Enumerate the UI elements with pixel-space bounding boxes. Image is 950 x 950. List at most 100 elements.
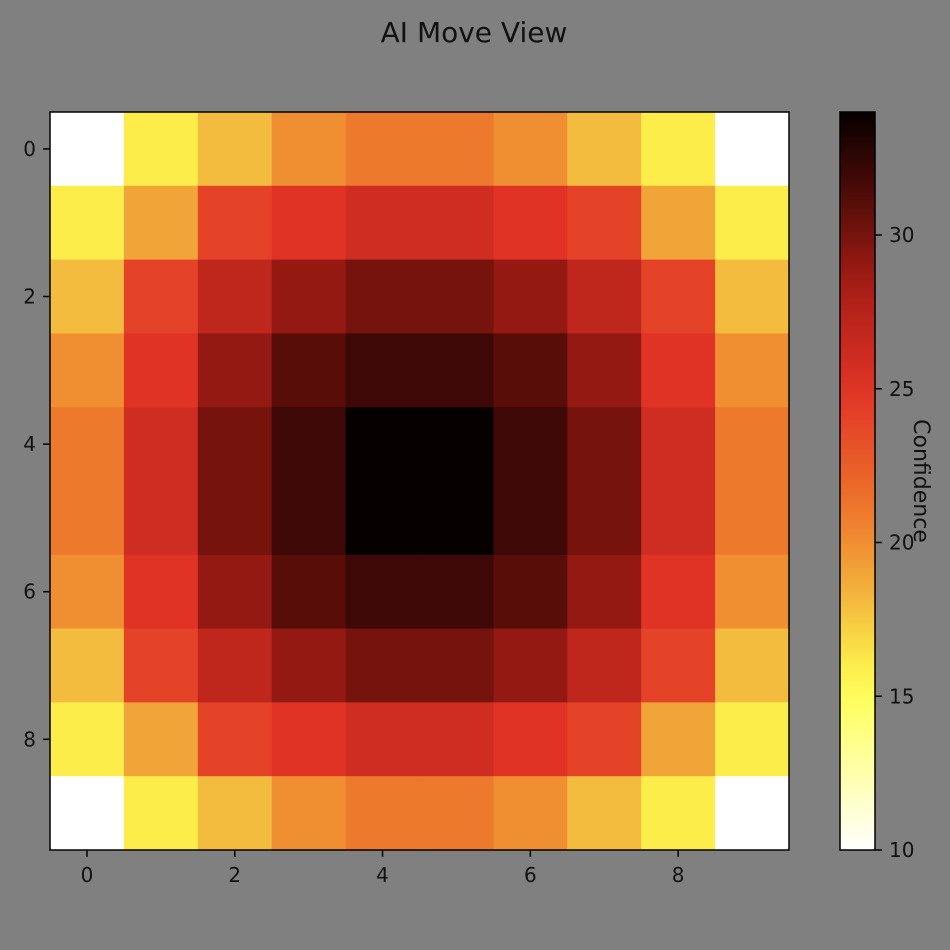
heatmap-cell-r5-c2 [197, 481, 273, 556]
heatmap-cell-r8-c0 [50, 702, 125, 777]
heatmap-cell-r6-c2 [197, 554, 273, 630]
heatmap-cell-r8-c2 [197, 702, 273, 777]
heatmap-cell-r1-c1 [123, 185, 199, 261]
heatmap-cell-r0-c9 [715, 112, 790, 187]
heatmap-cell-r9-c3 [271, 776, 347, 851]
chart-title: AI Move View [381, 16, 568, 49]
heatmap-cell-r2-c9 [715, 259, 790, 334]
heatmap-cell-r6-c8 [641, 554, 716, 630]
x-tick-label: 6 [524, 863, 537, 887]
heatmap-cell-r3-c5 [419, 333, 494, 408]
heatmap-cell-r5-c6 [493, 481, 568, 556]
heatmap-cell-r5-c4 [345, 481, 421, 556]
heatmap-cell-r3-c2 [197, 333, 273, 408]
y-axis: 0 2 4 6 8 [23, 137, 50, 751]
heatmap-cell-r4-c7 [567, 407, 642, 482]
heatmap-cell-r3-c0 [50, 333, 125, 408]
heatmap-cell-r8-c5 [419, 702, 494, 777]
heatmap-cell-r0-c2 [197, 112, 273, 187]
heatmap-cell-r9-c6 [493, 776, 568, 851]
heatmap-cell-r2-c4 [345, 259, 421, 334]
heatmap-cell-r1-c2 [197, 185, 273, 261]
colorbar-tick-label: 30 [889, 223, 914, 247]
heatmap-cell-r2-c5 [419, 259, 494, 334]
heatmap-cell-r6-c7 [567, 554, 642, 630]
y-tick-label: 4 [23, 432, 36, 456]
heatmap-cell-r4-c8 [641, 407, 716, 482]
heatmap-cell-r1-c4 [345, 185, 421, 261]
heatmap-cell-r0-c4 [345, 112, 421, 187]
heatmap-cell-r5-c0 [50, 481, 125, 556]
heatmap-cell-r7-c2 [197, 628, 273, 703]
heatmap-cell-r0-c3 [271, 112, 347, 187]
heatmap-cell-r7-c8 [641, 628, 716, 703]
colorbar-tick-label: 10 [889, 838, 914, 862]
colorbar-tick-label: 15 [889, 684, 914, 708]
heatmap-cell-r3-c9 [715, 333, 790, 408]
heatmap-cell-r7-c9 [715, 628, 790, 703]
heatmap-cell-r9-c2 [197, 776, 273, 851]
heatmap-cell-r5-c5 [419, 481, 494, 556]
colorbar-label: Confidence [908, 419, 933, 543]
heatmap-cell-r3-c4 [345, 333, 421, 408]
heatmap-cell-r9-c5 [419, 776, 494, 851]
x-tick-label: 0 [81, 863, 94, 887]
heatmap-cell-r6-c0 [50, 554, 125, 630]
heatmap-cell-r1-c0 [50, 185, 125, 261]
heatmap-cells [50, 112, 790, 851]
heatmap-cell-r4-c2 [197, 407, 273, 482]
heatmap-cell-r4-c1 [123, 407, 199, 482]
heatmap-cell-r9-c1 [123, 776, 199, 851]
heatmap-cell-r1-c7 [567, 185, 642, 261]
heatmap-cell-r0-c0 [50, 112, 125, 187]
heatmap-cell-r7-c6 [493, 628, 568, 703]
heatmap-cell-r0-c8 [641, 112, 716, 187]
heatmap-cell-r4-c5 [419, 407, 494, 482]
heatmap-cell-r0-c5 [419, 112, 494, 187]
colorbar-axis: 10 15 20 25 30 [875, 223, 914, 862]
heatmap-cell-r1-c8 [641, 185, 716, 261]
y-tick-label: 8 [23, 727, 36, 751]
colorbar-tick-label: 25 [889, 377, 914, 401]
x-tick-label: 4 [376, 863, 389, 887]
heatmap-cell-r9-c7 [567, 776, 642, 851]
y-tick-label: 6 [23, 580, 36, 604]
heatmap-cell-r3-c1 [123, 333, 199, 408]
heatmap-cell-r7-c1 [123, 628, 199, 703]
colorbar-tick-label: 20 [889, 531, 914, 555]
heatmap-cell-r6-c4 [345, 554, 421, 630]
x-tick-label: 8 [672, 863, 685, 887]
heatmap-cell-r3-c7 [567, 333, 642, 408]
y-tick-label: 0 [23, 137, 36, 161]
x-tick-label: 2 [228, 863, 241, 887]
heatmap-cell-r9-c9 [715, 776, 790, 851]
heatmap-cell-r8-c8 [641, 702, 716, 777]
heatmap-cell-r2-c1 [123, 259, 199, 334]
heatmap-cell-r1-c5 [419, 185, 494, 261]
heatmap-cell-r9-c4 [345, 776, 421, 851]
heatmap-cell-r3-c6 [493, 333, 568, 408]
heatmap-cell-r1-c3 [271, 185, 347, 261]
heatmap-cell-r1-c9 [715, 185, 790, 261]
heatmap-cell-r5-c9 [715, 481, 790, 556]
plot-frame [49, 111, 790, 851]
heatmap-cell-r6-c6 [493, 554, 568, 630]
heatmap-cell-r7-c7 [567, 628, 642, 703]
heatmap-cell-r5-c1 [123, 481, 199, 556]
heatmap-cell-r2-c2 [197, 259, 273, 334]
heatmap-cell-r4-c6 [493, 407, 568, 482]
heatmap-cell-r2-c7 [567, 259, 642, 334]
heatmap-cell-r5-c3 [271, 481, 347, 556]
heatmap-cell-r3-c8 [641, 333, 716, 408]
heatmap-cell-r7-c3 [271, 628, 347, 703]
heatmap-cell-r7-c0 [50, 628, 125, 703]
heatmap-cell-r6-c1 [123, 554, 199, 630]
heatmap-cell-r6-c3 [271, 554, 347, 630]
heatmap-cell-r7-c4 [345, 628, 421, 703]
heatmap-cell-r0-c1 [123, 112, 199, 187]
heatmap-cell-r7-c5 [419, 628, 494, 703]
heatmap-cell-r0-c7 [567, 112, 642, 187]
heatmap-cell-r8-c1 [123, 702, 199, 777]
heatmap-cell-r6-c5 [419, 554, 494, 630]
